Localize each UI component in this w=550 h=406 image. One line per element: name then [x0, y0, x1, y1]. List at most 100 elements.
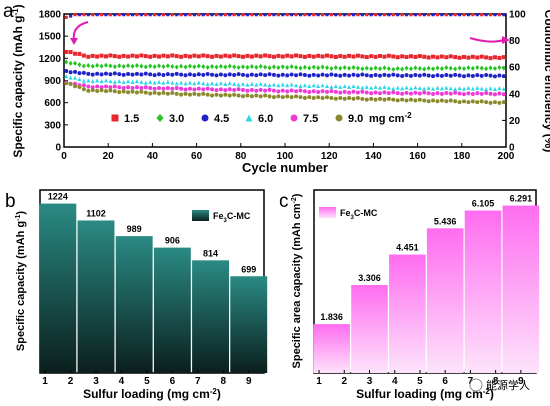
data-point-marker — [382, 65, 387, 71]
data-point-marker — [294, 83, 299, 88]
efficiency-point — [77, 13, 82, 17]
data-point-marker — [466, 65, 471, 71]
x-tick-label: 5 — [144, 376, 150, 387]
data-point-marker — [227, 54, 232, 59]
data-point-marker — [404, 90, 409, 95]
data-point-marker — [355, 84, 360, 89]
data-point-marker — [307, 84, 312, 89]
data-point-marker — [280, 82, 285, 87]
x-tick-label: 3 — [367, 376, 373, 387]
data-point-marker — [187, 80, 192, 85]
data-point-marker — [192, 87, 197, 92]
legend-series-label: 1.5 — [124, 113, 139, 125]
data-point-marker — [280, 72, 285, 77]
bar-value-label: 1.836 — [320, 312, 343, 322]
efficiency-point — [210, 13, 214, 17]
data-point-marker — [369, 96, 374, 101]
data-point-marker — [227, 87, 232, 92]
bar — [389, 254, 426, 373]
data-point-marker — [497, 55, 502, 60]
x-tick-label: 4 — [119, 376, 125, 387]
data-point-marker — [161, 90, 166, 95]
efficiency-point — [197, 13, 201, 17]
data-point-marker — [285, 83, 290, 88]
data-point-marker — [382, 90, 387, 95]
efficiency-point — [175, 13, 179, 17]
data-point-marker — [386, 53, 391, 58]
data-point-marker — [311, 54, 316, 59]
legend-unit: mg cm-2 — [369, 111, 412, 125]
data-point-marker — [126, 90, 131, 95]
x-axis-b: 1 2 3 4 5 6 7 8 9 — [42, 370, 252, 387]
data-point-marker — [227, 93, 232, 98]
data-point-marker — [77, 51, 82, 56]
data-point-marker — [174, 91, 179, 96]
legend-a: 1.5 3.0 4.5 6.0 7.5 9.0 mg cm-2 — [111, 111, 412, 125]
efficiency-point — [170, 13, 174, 17]
data-point-marker — [448, 73, 453, 78]
data-point-marker — [218, 81, 223, 86]
data-point-marker — [338, 90, 343, 95]
bar — [313, 324, 350, 373]
data-point-marker — [68, 75, 73, 80]
data-point-marker — [157, 54, 162, 59]
data-point-marker — [187, 72, 192, 77]
data-point-marker — [404, 65, 409, 71]
data-point-marker — [351, 96, 356, 101]
data-point-marker — [210, 81, 215, 86]
data-point-marker — [338, 54, 343, 59]
data-point-marker — [342, 96, 347, 101]
data-point-marker — [148, 79, 153, 84]
data-point-marker — [170, 91, 175, 96]
data-point-marker — [470, 92, 475, 97]
data-point-marker — [205, 86, 210, 91]
data-point-marker — [289, 82, 294, 87]
data-point-marker — [378, 73, 383, 78]
data-point-marker — [134, 90, 139, 95]
data-point-marker — [179, 54, 184, 59]
data-point-marker — [64, 59, 69, 65]
data-point-marker — [484, 91, 489, 96]
efficiency-point — [122, 13, 126, 17]
data-point-marker — [453, 72, 458, 77]
data-point-marker — [165, 63, 170, 69]
y-axis-label-c: Specific area capacity (mAh cm-2) — [291, 193, 303, 368]
data-point-marker — [448, 65, 453, 71]
bar-value-label: 1102 — [86, 208, 106, 218]
data-point-marker — [165, 91, 170, 96]
data-point-marker — [347, 53, 352, 58]
data-point-marker — [448, 98, 453, 103]
data-point-marker — [227, 72, 232, 77]
bar — [153, 247, 191, 373]
data-point-marker — [470, 74, 475, 79]
data-point-marker — [223, 88, 228, 93]
data-point-marker — [497, 100, 502, 105]
data-point-marker — [289, 88, 294, 93]
data-point-marker — [355, 65, 360, 71]
efficiency-point — [139, 13, 143, 17]
x-axis-label-c: Sulfur loading (mg cm-2) — [356, 387, 494, 401]
data-point-marker — [126, 79, 131, 84]
data-point-marker — [413, 54, 418, 59]
data-point-marker — [90, 53, 95, 58]
data-point-marker — [73, 51, 78, 56]
data-point-marker — [475, 85, 480, 90]
data-point-marker — [170, 72, 175, 77]
data-point-marker — [475, 73, 480, 78]
data-point-marker — [174, 71, 179, 76]
efficiency-point — [259, 13, 263, 17]
legend-swatch-c — [319, 207, 336, 218]
data-point-marker — [320, 72, 325, 77]
data-point-marker — [289, 72, 294, 77]
efficiency-point — [396, 13, 400, 17]
data-point-marker — [470, 65, 475, 71]
data-point-marker — [307, 53, 312, 58]
data-point-marker — [267, 83, 272, 88]
data-point-marker — [439, 91, 444, 96]
data-point-marker — [444, 55, 449, 60]
data-point-marker — [285, 94, 290, 99]
data-point-marker — [290, 114, 298, 122]
data-point-marker — [316, 65, 321, 71]
data-point-marker — [196, 54, 201, 59]
data-point-marker — [117, 90, 122, 95]
